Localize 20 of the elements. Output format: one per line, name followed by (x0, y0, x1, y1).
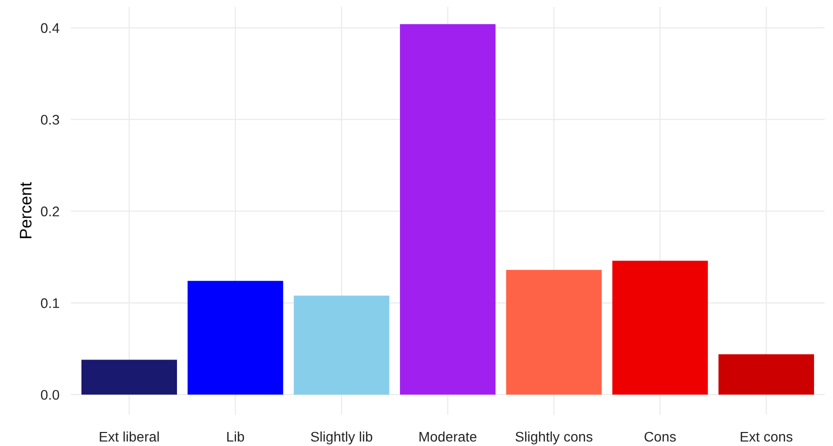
y-tick-label: 0.2 (40, 206, 59, 216)
bar (718, 354, 814, 395)
x-tick-label: Slightly lib (310, 431, 372, 444)
bar (81, 360, 177, 395)
bar (612, 260, 708, 395)
x-tick-label: Moderate (420, 431, 476, 442)
y-tick-label: 0.1 (40, 298, 60, 308)
x-tick-label: Ext liberal (100, 431, 159, 442)
y-axis-title: Percent (20, 182, 32, 238)
y-tick-label: 0.4 (40, 23, 60, 33)
x-tick-label: Cons (644, 432, 676, 442)
bar (400, 24, 496, 395)
x-tick-label: Ext cons (740, 432, 792, 442)
x-tick-label: Slightly cons (516, 431, 592, 444)
y-tick-label: 0.3 (40, 114, 60, 125)
bar (294, 296, 390, 395)
y-tick-label: 0.0 (40, 390, 60, 400)
bar (506, 270, 602, 395)
bar (188, 280, 284, 395)
x-tick-label: Lib (227, 431, 244, 442)
